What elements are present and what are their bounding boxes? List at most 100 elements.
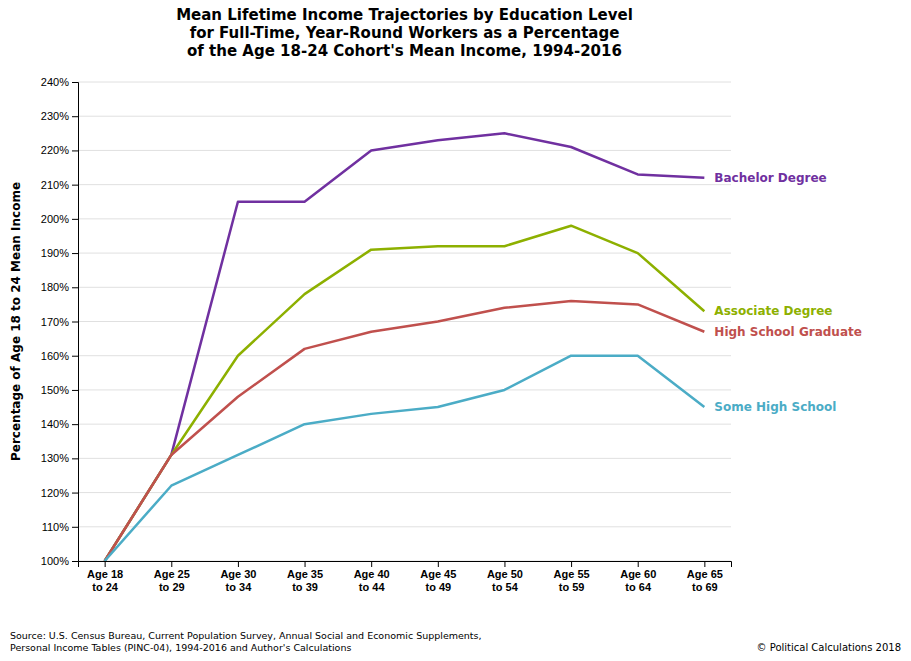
x-tick-label-line: to 44: [359, 581, 386, 593]
x-tick-label-line: to 69: [692, 581, 718, 593]
y-tick-mark: [72, 150, 78, 151]
x-tick-label-line: to 49: [425, 581, 451, 593]
y-tick-label: 150%: [41, 384, 69, 396]
chart-title-line: Mean Lifetime Income Trajectories by Edu…: [176, 6, 633, 24]
source-note-line: Source: U.S. Census Bureau, Current Popu…: [10, 630, 482, 641]
y-tick-mark: [72, 219, 78, 220]
x-tick: Age 65to 69: [687, 561, 723, 593]
x-tick-mark: [504, 561, 505, 567]
x-tick-label: Age 55to 59: [554, 568, 590, 593]
y-tick-label: 230%: [41, 110, 69, 122]
grid-line: [78, 492, 731, 493]
y-tick: 120%: [41, 487, 78, 499]
x-tick-mark: [704, 561, 705, 567]
y-tick-mark: [72, 322, 78, 323]
series-label: High School Graduate: [714, 325, 862, 339]
source-note: Source: U.S. Census Bureau, Current Popu…: [10, 630, 482, 653]
y-tick-mark: [72, 424, 78, 425]
x-tick-label-line: Age 40: [354, 568, 390, 580]
x-axis: Age 18to 24Age 25to 29Age 30to 34Age 35t…: [79, 561, 732, 593]
y-tick: 200%: [41, 213, 78, 225]
x-tick: Age 55to 59: [554, 561, 590, 593]
x-tick-label-line: to 29: [159, 581, 185, 593]
grid: [78, 82, 731, 561]
y-tick: 170%: [41, 316, 78, 328]
x-tick: Age 60to 64: [620, 561, 656, 593]
x-tick-label-line: to 54: [492, 581, 519, 593]
y-tick: 160%: [41, 350, 78, 362]
plot-area: 100%110%120%130%140%150%160%170%180%190%…: [41, 76, 862, 593]
series-line: [105, 301, 705, 561]
x-tick-label-line: Age 25: [154, 568, 190, 580]
y-tick: 230%: [41, 110, 78, 122]
grid-line: [78, 287, 731, 288]
series-line: [105, 356, 705, 561]
grid-line: [78, 389, 731, 390]
series-labels: Bachelor Degree Associate Degree High Scho…: [714, 171, 862, 414]
y-tick: 150%: [41, 384, 78, 396]
series-label: Bachelor Degree: [714, 171, 826, 185]
y-tick-mark: [72, 253, 78, 254]
x-tick-mark: [171, 561, 172, 567]
y-tick-mark: [72, 185, 78, 186]
y-tick-label: 120%: [41, 487, 69, 499]
chart-title: Mean Lifetime Income Trajectories by Edu…: [176, 6, 633, 60]
x-tick-label-line: Age 60: [620, 568, 656, 580]
y-tick-mark: [72, 561, 78, 562]
y-tick-label: 100%: [41, 555, 69, 567]
x-tick-label: Age 35to 39: [287, 568, 323, 593]
series-label: Some High School: [714, 400, 836, 414]
x-tick-mark: [438, 561, 439, 567]
y-tick-mark: [72, 458, 78, 459]
x-tick: Age 25to 29: [154, 561, 190, 593]
y-axis-line: [72, 83, 79, 562]
x-tick-label-line: Age 18: [87, 568, 123, 580]
grid-line: [78, 458, 731, 459]
x-tick-label-line: Age 50: [487, 568, 523, 580]
grid-line: [78, 150, 731, 151]
x-axis-line: [79, 562, 732, 568]
y-tick-mark: [72, 356, 78, 357]
x-tick: Age 18to 24: [87, 561, 123, 593]
y-tick: 210%: [41, 179, 78, 191]
y-tick-label: 210%: [41, 179, 69, 191]
grid-line: [78, 424, 731, 425]
y-tick-mark: [72, 116, 78, 117]
y-tick-label: 240%: [41, 76, 69, 88]
source-note-line: Personal Income Tables (PINC-04), 1994-2…: [10, 642, 351, 653]
y-tick-label: 220%: [41, 144, 69, 156]
y-tick-label: 110%: [42, 521, 70, 533]
grid-line: [78, 526, 731, 527]
y-tick-label: 200%: [41, 213, 69, 225]
x-tick: Age 30to 34: [220, 561, 256, 593]
x-tick-label-line: Age 55: [554, 568, 590, 580]
x-tick: Age 35to 39: [287, 561, 323, 593]
x-tick-label: Age 40to 44: [354, 568, 390, 593]
x-tick-label: Age 45to 49: [420, 568, 456, 593]
y-tick-mark: [72, 287, 78, 288]
x-tick: Age 50to 54: [487, 561, 523, 593]
x-tick-label: Age 18to 24: [87, 568, 123, 593]
x-tick-label-line: Age 35: [287, 568, 323, 580]
y-tick: 110%: [42, 521, 78, 533]
lines: [105, 133, 705, 561]
x-tick-label-line: to 34: [226, 581, 253, 593]
x-tick-label: Age 65to 69: [687, 568, 723, 593]
grid-line: [78, 253, 731, 254]
y-tick: 190%: [41, 247, 78, 259]
x-tick-mark: [571, 561, 572, 567]
grid-line: [78, 82, 731, 83]
series-line: [105, 133, 705, 561]
series-label: Associate Degree: [714, 304, 832, 318]
grid-line: [78, 321, 731, 322]
y-axis-title: Percentage of Age 18 to 24 Mean Income: [9, 182, 23, 461]
y-tick: 180%: [41, 281, 78, 293]
x-tick-label-line: Age 45: [420, 568, 456, 580]
x-tick-label-line: Age 30: [220, 568, 256, 580]
chart-svg: 100%110%120%130%140%150%160%170%180%190%…: [0, 0, 911, 661]
y-tick-mark: [72, 493, 78, 494]
x-tick-mark: [371, 561, 372, 567]
y-tick-mark: [72, 527, 78, 528]
x-tick-label-line: to 24: [92, 581, 119, 593]
y-tick-label: 160%: [41, 350, 69, 362]
